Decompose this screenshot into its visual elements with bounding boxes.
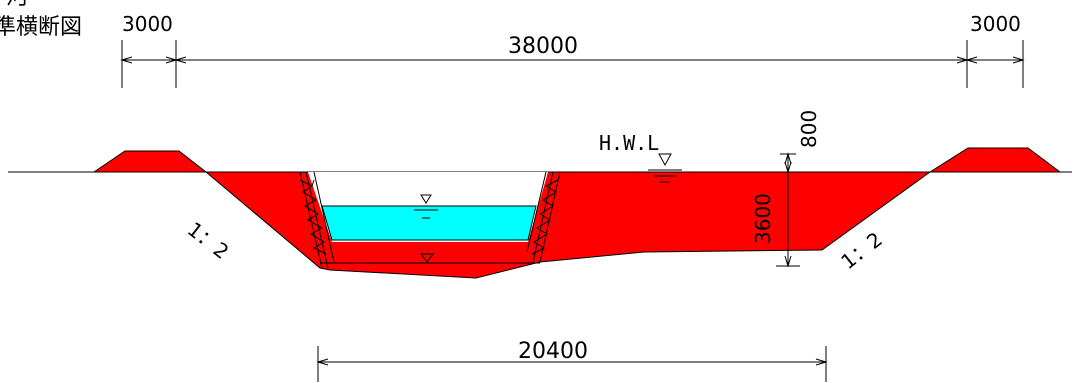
hwl-label: H.W.L: [599, 131, 659, 155]
hwl-mark: [648, 153, 682, 183]
dim-top-width: 38000: [508, 34, 578, 59]
right-levee: [928, 147, 1062, 173]
water-level-mark-upper: [414, 194, 438, 219]
title-top-char: 河: [6, 0, 28, 10]
vertical-dimension: [776, 152, 800, 268]
dim-freeboard: 800: [797, 110, 821, 148]
dim-depth: 3600: [751, 193, 775, 244]
dim-left-berm: 3000: [122, 12, 173, 36]
slope-left: 1：2: [183, 217, 234, 264]
left-retaining-wall: [299, 171, 335, 269]
bottom-dimension: [316, 346, 828, 382]
left-levee: [92, 150, 208, 173]
dim-right-berm: 3000: [970, 12, 1021, 36]
water-body: [321, 205, 537, 241]
diagram-title: 準横断図: [0, 15, 82, 40]
top-dimension: [120, 40, 1025, 88]
dim-bottom-width: 20400: [518, 339, 588, 364]
right-retaining-wall: [526, 171, 561, 263]
water-level-mark-lower: [412, 253, 442, 264]
